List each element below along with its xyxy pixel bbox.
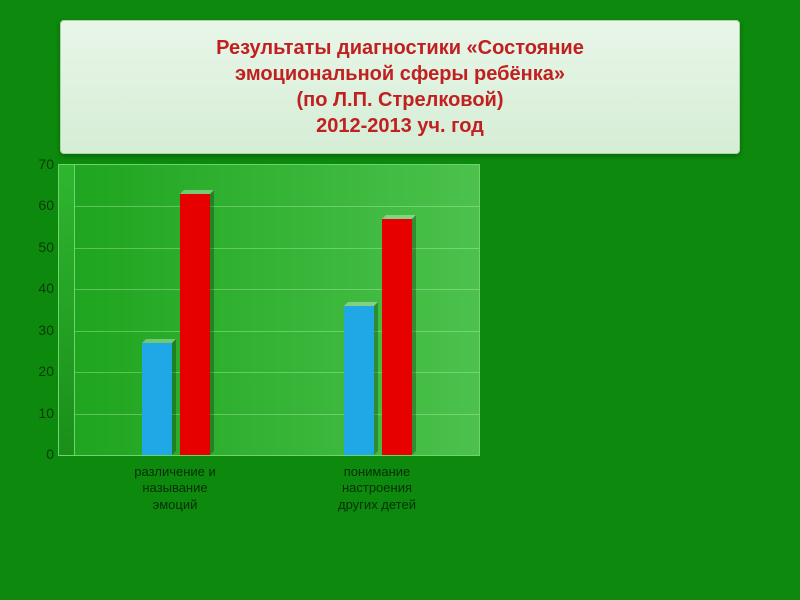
bar-fill: [382, 219, 412, 455]
chart-title: Результаты диагностики «Состояние эмоцио…: [60, 20, 740, 154]
y-tick-label: 0: [24, 446, 54, 462]
title-line-4: 2012-2013 уч. год: [316, 115, 484, 137]
y-tick-label: 60: [24, 197, 54, 213]
y-tick-label: 70: [24, 156, 54, 172]
bar-3d-top: [344, 302, 378, 306]
title-line-3: (по Л.П. Стрелковой): [296, 89, 503, 111]
title-line-2: эмоциональной сферы ребёнка»: [235, 63, 565, 85]
bar: [180, 194, 210, 455]
bar-fill: [180, 194, 210, 455]
bar-chart: различение иназываниеэмоцийпониманиенаст…: [28, 164, 478, 513]
bar-3d-top: [382, 215, 416, 219]
x-axis-labels: различение иназываниеэмоцийпониманиенаст…: [74, 456, 478, 513]
y-tick-label: 40: [24, 280, 54, 296]
bar-3d-side: [412, 215, 416, 455]
bar: [142, 343, 172, 455]
bar: [344, 306, 374, 455]
bar-3d-top: [142, 339, 176, 343]
y-tick-label: 50: [24, 239, 54, 255]
x-tick-label: различение иназываниеэмоций: [74, 456, 276, 513]
x-tick-label: пониманиенастроениядругих детей: [276, 456, 478, 513]
y-axis-strip: [58, 164, 75, 456]
y-tick-label: 30: [24, 322, 54, 338]
y-tick-label: 20: [24, 363, 54, 379]
bar-3d-side: [210, 190, 214, 455]
title-line-1: Результаты диагностики «Состояние: [216, 37, 584, 59]
bar-3d-top: [180, 190, 214, 194]
bar-fill: [344, 306, 374, 455]
y-tick-label: 10: [24, 405, 54, 421]
bar-group: [277, 165, 479, 455]
bar-fill: [142, 343, 172, 455]
bar-3d-side: [374, 302, 378, 455]
plot-area: [74, 164, 480, 456]
bar-group: [75, 165, 277, 455]
bar-3d-side: [172, 339, 176, 455]
bar: [382, 219, 412, 455]
